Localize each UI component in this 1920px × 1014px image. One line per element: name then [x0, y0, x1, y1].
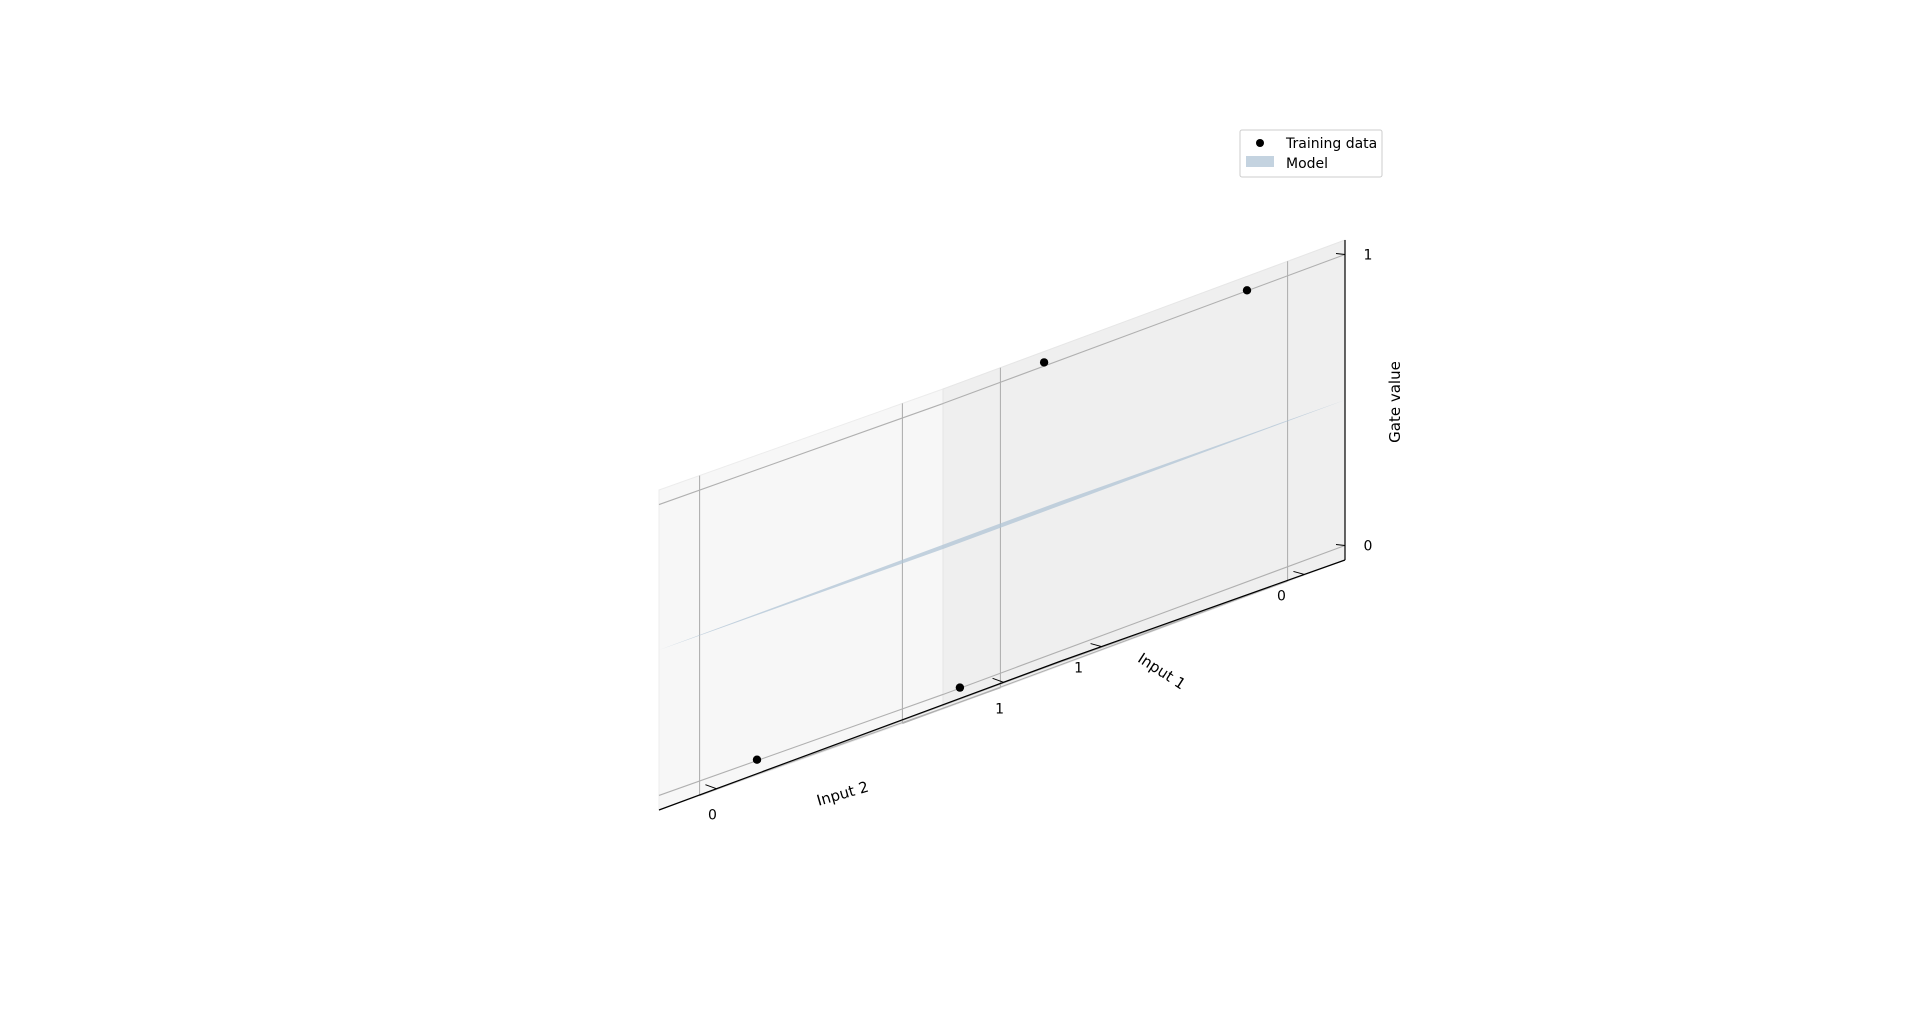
model-surface-layer [659, 400, 1345, 650]
data-point [1242, 286, 1252, 295]
z-tick [1335, 543, 1346, 546]
legend-patch-model [1246, 156, 1274, 167]
z-tick-label: 0 [1364, 539, 1373, 555]
legend-label-model: Model [1286, 156, 1328, 172]
legend-frame [1239, 129, 1383, 178]
training-data-points [752, 286, 1252, 764]
y-tick-label: 0 [708, 808, 717, 824]
y-tick [992, 677, 1004, 683]
x-tick-label: 1 [1074, 661, 1083, 677]
data-point [1039, 358, 1049, 367]
x-tick [1293, 570, 1305, 575]
z-tick [1335, 253, 1346, 256]
y-axis-line [658, 660, 1062, 811]
legend-marker-training-data [1256, 139, 1264, 147]
z-axis-label: Gate value [1386, 361, 1404, 443]
grid-line-z-left [658, 693, 944, 796]
legend-label-training-data: Training data [1285, 136, 1377, 152]
grid-line-z-right [942, 254, 1346, 405]
y-tick [705, 784, 717, 790]
x-tick [1090, 643, 1102, 648]
axis-ticks: 0 1 0 1 0 1 [705, 248, 1372, 824]
grid-line-z-left [658, 403, 944, 506]
data-point [955, 683, 965, 692]
x-tick-label: 0 [1277, 588, 1286, 604]
model-surface [659, 400, 1345, 650]
grid-line-z-right [942, 544, 1346, 695]
legend: Training data Model [1239, 129, 1383, 178]
grid-line-y-floor [1003, 580, 1288, 683]
z-tick-label: 1 [1364, 248, 1373, 264]
axis-lines [658, 240, 1346, 811]
y-tick-label: 1 [995, 701, 1004, 717]
data-point [752, 755, 762, 764]
x-axis-line [1060, 559, 1346, 662]
grid-line-y-floor [716, 687, 1001, 790]
